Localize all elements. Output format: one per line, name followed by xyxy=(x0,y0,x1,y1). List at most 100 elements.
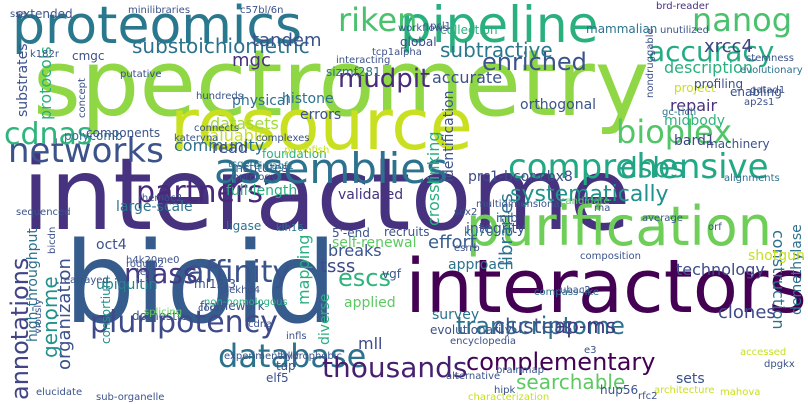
cloud-word: thousands xyxy=(322,351,468,384)
cloud-word: histone xyxy=(282,91,334,107)
cloud-word: sequenced xyxy=(16,207,71,218)
cloud-word: survey xyxy=(432,307,480,323)
cloud-word: clusters xyxy=(494,314,573,338)
cloud-word: tsgehs xyxy=(228,159,262,170)
cloud-word: gatad1 xyxy=(750,85,786,96)
cloud-word: errors xyxy=(300,107,342,123)
cloud-word: searchable xyxy=(516,370,626,394)
cloud-word: components xyxy=(86,126,161,140)
cloud-word: nondruggable xyxy=(645,28,656,98)
cloud-word: brd-reader xyxy=(656,1,710,12)
cloud-word: mapping xyxy=(294,234,313,305)
cloud-word: compass-like xyxy=(534,287,600,298)
cloud-word: identification xyxy=(441,90,457,182)
cloud-word: interacting xyxy=(336,55,391,66)
cloud-word: project xyxy=(674,81,716,95)
cloud-word: unutilized xyxy=(660,25,710,36)
cloud-word: breaks xyxy=(328,241,382,260)
cloud-word: evolutionary xyxy=(740,65,803,76)
cloud-word: substoichiometric xyxy=(132,34,310,58)
cloud-word: affinity xyxy=(186,255,291,290)
cloud-word: sets xyxy=(676,371,705,387)
cloud-word: polycomb xyxy=(64,129,123,143)
cloud-word: cdna xyxy=(248,319,273,330)
cloud-word: approach xyxy=(448,257,514,273)
cloud-word: mass xyxy=(124,257,198,290)
cloud-word: brainmap xyxy=(496,365,544,376)
cloud-word: database xyxy=(218,337,367,375)
cloud-word: splicing xyxy=(144,307,183,318)
cloud-word: complexes xyxy=(256,133,310,144)
cloud-word: alternative xyxy=(446,371,501,382)
cloud-word: dpgkx xyxy=(764,359,795,370)
cloud-word: networks xyxy=(8,131,164,171)
cloud-word: accurate xyxy=(432,68,503,87)
cloud-word: ap-ms xyxy=(554,314,617,338)
cloud-word: mudpit xyxy=(338,64,431,94)
cloud-word: mll xyxy=(358,334,383,353)
cloud-word: experimentally xyxy=(224,351,300,362)
cloud-word: e3 xyxy=(584,345,597,356)
cloud-word: community xyxy=(174,136,265,155)
cloud-word: h4k20me0 xyxy=(126,255,180,266)
cloud-word: escs xyxy=(338,264,391,292)
cloud-word: bioplex xyxy=(616,113,733,151)
cloud-word: cmgc xyxy=(72,49,105,63)
cloud-word: self-renewal xyxy=(332,235,417,251)
cloud-word: characterization xyxy=(468,392,550,403)
cloud-word: gc-rich xyxy=(662,107,697,118)
cloud-word: encyclopedia xyxy=(450,336,517,347)
cloud-word: elucidate xyxy=(36,387,83,398)
cloud-word: technology xyxy=(676,260,765,279)
cloud-word: complementary xyxy=(466,348,656,376)
cloud-word: candidate xyxy=(560,196,610,207)
cloud-word: elf5 xyxy=(266,371,289,385)
cloud-word: tandem xyxy=(252,30,322,51)
cloud-word: ubiquitin xyxy=(96,277,158,293)
cloud-word: 5'-end xyxy=(332,226,370,240)
cloud-word: validated xyxy=(338,187,404,203)
cloud-word: pluripotency xyxy=(90,305,278,340)
cloud-word: infls xyxy=(286,331,307,342)
cloud-word: architecture xyxy=(654,385,715,396)
cloud-word: enabling xyxy=(730,85,782,99)
cloud-word: plekhd4 xyxy=(220,285,261,296)
cloud-word: datasets xyxy=(210,114,279,133)
cloud-word: midbody xyxy=(664,113,726,129)
cloud-word: dsbs xyxy=(620,151,685,184)
cloud-word: phylofish xyxy=(284,145,330,156)
cloud-word: shotgun xyxy=(748,248,805,264)
cloud-word: institutes xyxy=(232,161,288,175)
cloud-word: vgf xyxy=(382,267,401,281)
cloud-word: inib xyxy=(496,211,518,225)
cloud-word: prc1-bcor-cbx8 xyxy=(468,169,573,185)
cloud-word: non-homologous xyxy=(204,297,288,308)
cloud-word: valuable xyxy=(200,126,269,145)
cloud-word: description xyxy=(664,58,753,77)
cloud-word: sub-organelle xyxy=(96,392,165,403)
cloud-word: extended xyxy=(16,7,73,21)
cloud-word: rhemac2 xyxy=(138,193,183,204)
cloud-word: resource xyxy=(170,84,473,166)
cloud-word: roquin2 xyxy=(126,259,165,270)
cloud-word: putative xyxy=(120,69,162,80)
cloud-word: ontology xyxy=(233,172,277,183)
cloud-word: sox2 xyxy=(454,207,478,218)
cloud-word: rna xyxy=(594,203,611,214)
cloud-word: transcriptome xyxy=(456,312,625,340)
cloud-word: average xyxy=(642,213,683,224)
cloud-word: tap xyxy=(276,359,296,373)
cloud-word: composition xyxy=(580,251,641,262)
cloud-word: tet1 xyxy=(136,267,157,278)
cloud-word: proteomics xyxy=(12,0,303,56)
cloud-word: clones xyxy=(718,302,776,323)
cloud-word: ssa xyxy=(10,9,27,20)
cloud-word: xrcc4 xyxy=(704,36,753,57)
cloud-word: comprehensive xyxy=(508,147,769,187)
cloud-word: subtractive xyxy=(440,38,553,62)
cloud-word: diverse xyxy=(317,293,333,345)
cloud-word: rearrayed xyxy=(60,275,109,286)
cloud-word: concept xyxy=(77,78,88,118)
cloud-word: ml12/3 xyxy=(194,277,236,291)
